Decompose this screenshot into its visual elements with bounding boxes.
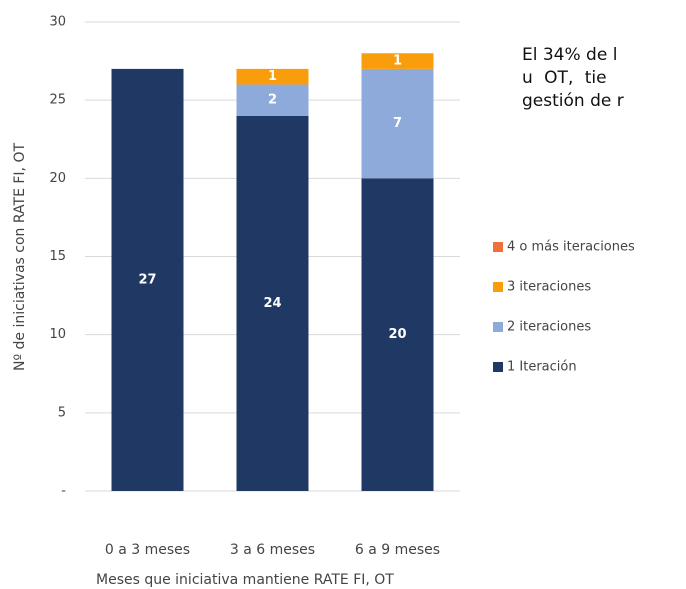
y-tick-label: 5 — [58, 405, 66, 420]
y-tick-label: - — [61, 484, 66, 499]
y-axis-title: Nº de iniciativas con RATE FI, OT — [12, 143, 28, 371]
bar-segment — [236, 84, 309, 116]
bar-segment — [361, 68, 434, 179]
data-label: 1 — [393, 54, 402, 69]
annotation: gestión de r — [522, 91, 624, 111]
legend-label: 3 iteraciones — [507, 280, 591, 295]
data-label: 27 — [138, 272, 156, 287]
bar-segment — [361, 178, 434, 492]
data-label: 20 — [388, 327, 406, 342]
bar-segment — [236, 68, 309, 85]
y-tick-label: 30 — [49, 15, 66, 30]
x-tick-label: 6 a 9 meses — [355, 542, 440, 558]
legend-label: 1 Iteración — [507, 360, 577, 375]
bar-segment — [111, 68, 184, 492]
bar-segment — [361, 53, 434, 69]
bar-segment — [236, 115, 309, 492]
legend-swatch — [493, 322, 503, 332]
annotation: El 34% de l — [522, 45, 617, 65]
data-label: 24 — [263, 296, 281, 311]
y-tick-label: 20 — [49, 171, 66, 186]
legend-label: 2 iteraciones — [507, 320, 591, 335]
legend-swatch — [493, 362, 503, 372]
data-label: 2 — [268, 93, 277, 108]
x-axis-title: Meses que iniciativa mantiene RATE FI, O… — [96, 572, 394, 588]
legend-swatch — [493, 242, 503, 252]
y-tick-label: 10 — [49, 327, 66, 342]
x-tick-label: 3 a 6 meses — [230, 542, 315, 558]
y-tick-label: 25 — [49, 93, 66, 108]
x-tick-label: 0 a 3 meses — [105, 542, 190, 558]
legend-label: 4 o más iteraciones — [507, 240, 635, 255]
annotation: u OT, tie — [522, 68, 607, 88]
data-label: 7 — [393, 116, 402, 131]
data-label: 1 — [268, 69, 277, 84]
y-tick-label: 15 — [49, 249, 66, 264]
legend-swatch — [493, 282, 503, 292]
